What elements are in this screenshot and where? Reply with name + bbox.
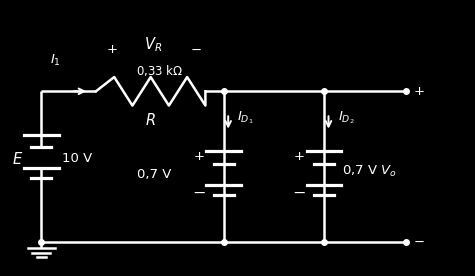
Text: $-$: $-$: [190, 43, 202, 56]
Text: $V_R$: $V_R$: [144, 35, 162, 54]
Text: $R$: $R$: [145, 112, 156, 128]
Text: $I_{D_1}$: $I_{D_1}$: [238, 109, 254, 126]
Text: $I_{D_2}$: $I_{D_2}$: [338, 109, 354, 126]
Text: $-$: $-$: [413, 235, 425, 248]
Text: 0,7 V: 0,7 V: [137, 168, 171, 181]
Text: $E$: $E$: [12, 151, 23, 167]
Text: $-$: $-$: [292, 185, 306, 200]
Text: $-$: $-$: [192, 185, 205, 200]
Text: $+$: $+$: [293, 150, 304, 163]
Text: $+$: $+$: [106, 43, 118, 56]
Text: 0,33 k$\Omega$: 0,33 k$\Omega$: [136, 63, 183, 78]
Text: 0,7 V $V_o$: 0,7 V $V_o$: [342, 164, 397, 179]
Text: $+$: $+$: [413, 85, 425, 98]
Text: $+$: $+$: [193, 150, 204, 163]
Text: $I_1$: $I_1$: [50, 53, 61, 68]
Text: 10 V: 10 V: [62, 152, 92, 165]
